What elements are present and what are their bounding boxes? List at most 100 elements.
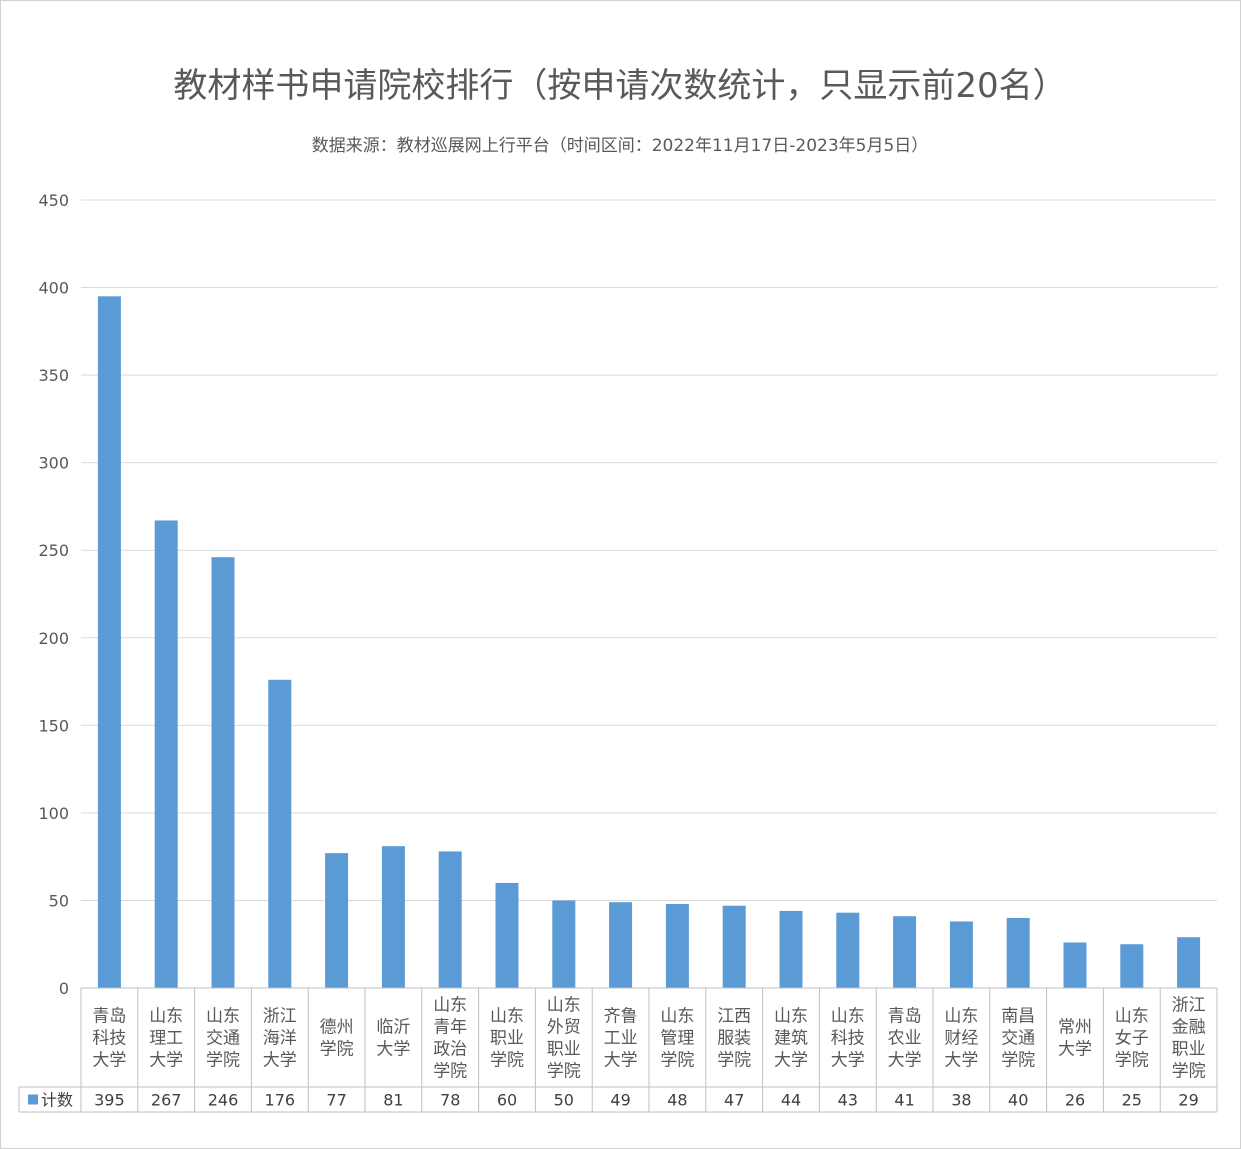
category-label: 科技: [92, 1029, 126, 1049]
category-label: 德州: [320, 1018, 354, 1038]
data-value-label: 29: [1178, 1091, 1198, 1110]
data-value-label: 81: [383, 1091, 403, 1110]
legend-swatch: [28, 1094, 38, 1105]
bar: [97, 296, 121, 988]
category-label: 齐鲁: [604, 1007, 638, 1027]
category-label: 金融: [1172, 1018, 1206, 1038]
bar: [836, 912, 860, 988]
y-axis-ticks: 0 50 100 150 200 250 300 350 400 450: [38, 191, 69, 998]
category-label: 职业: [490, 1029, 524, 1049]
bar: [1063, 942, 1087, 988]
category-label: 女子: [1115, 1029, 1149, 1049]
category-label: 学院: [1115, 1051, 1149, 1071]
category-label: 学院: [547, 1062, 581, 1082]
bar: [381, 846, 405, 988]
category-label: 农业: [888, 1029, 922, 1049]
y-tick-label: 350: [38, 366, 69, 385]
category-label: 服装: [717, 1029, 751, 1049]
category-label: 青岛: [888, 1007, 922, 1027]
data-value-label: 267: [151, 1091, 182, 1110]
category-label: 山东: [831, 1007, 865, 1027]
y-tick-label: 400: [38, 279, 69, 298]
category-label: 山东: [547, 996, 581, 1016]
chart-title: 教材样书申请院校排行（按申请次数统计，只显示前20名）: [173, 66, 1066, 106]
data-value-label: 77: [326, 1091, 346, 1110]
y-tick-label: 250: [38, 541, 69, 560]
y-tick-label: 200: [38, 629, 69, 648]
category-label: 大学: [149, 1051, 183, 1071]
category-label: 科技: [831, 1029, 865, 1049]
category-label: 建筑: [774, 1029, 808, 1049]
bar: [154, 520, 178, 988]
category-label: 大学: [604, 1051, 638, 1071]
category-label: 大学: [1058, 1040, 1092, 1060]
category-label: 学院: [320, 1040, 354, 1060]
legend-label: 计数: [41, 1091, 73, 1110]
bar: [211, 557, 235, 988]
data-value-label: 78: [440, 1091, 460, 1110]
category-label: 外贸: [547, 1018, 581, 1038]
category-label: 交通: [1001, 1029, 1035, 1049]
category-label: 山东: [660, 1007, 694, 1027]
y-tick-label: 300: [38, 454, 69, 473]
bar: [552, 900, 576, 988]
category-label: 青岛: [92, 1007, 126, 1027]
bar: [495, 882, 519, 988]
data-value-label: 26: [1065, 1091, 1085, 1110]
bar: [1177, 937, 1201, 988]
category-label: 财经: [944, 1029, 978, 1049]
category-label: 海洋: [263, 1029, 297, 1049]
data-table: 青岛科技大学山东理工大学山东交通学院浙江海洋大学德州学院临沂大学山东青年政治学院…: [18, 987, 1218, 1113]
data-value-label: 246: [208, 1091, 239, 1110]
category-label: 大学: [774, 1051, 808, 1071]
bar: [1006, 917, 1030, 988]
category-label: 学院: [433, 1062, 467, 1082]
data-value-label: 50: [554, 1091, 574, 1110]
category-label: 山东: [490, 1007, 524, 1027]
bar: [1120, 944, 1144, 988]
gridlines: [81, 199, 1217, 901]
data-value-label: 49: [610, 1091, 630, 1110]
bar: [325, 853, 349, 988]
data-value-label: 38: [951, 1091, 971, 1110]
data-value-label: 41: [894, 1091, 914, 1110]
bars: [97, 296, 1201, 988]
category-label: 常州: [1058, 1018, 1092, 1038]
category-label: 大学: [263, 1051, 297, 1071]
data-value-label: 47: [724, 1091, 744, 1110]
category-label: 交通: [206, 1029, 240, 1049]
bar: [779, 910, 803, 988]
data-value-label: 176: [265, 1091, 296, 1110]
category-label: 政治: [433, 1040, 467, 1060]
chart-subtitle: 数据来源：教材巡展网上行平台（时间区间：2022年11月17日-2023年5月5…: [312, 136, 929, 156]
bar: [949, 921, 973, 988]
y-tick-label: 100: [38, 804, 69, 823]
category-label: 学院: [206, 1051, 240, 1071]
category-label: 山东: [944, 1007, 978, 1027]
category-label: 大学: [376, 1040, 410, 1060]
category-label: 管理: [660, 1029, 694, 1049]
bar: [665, 903, 689, 988]
bar: [268, 679, 292, 988]
category-label: 浙江: [1172, 996, 1206, 1016]
category-label: 山东: [774, 1007, 808, 1027]
category-label: 职业: [547, 1040, 581, 1060]
category-label: 浙江: [263, 1007, 297, 1027]
y-tick-label: 450: [38, 191, 69, 210]
data-value-label: 40: [1008, 1091, 1028, 1110]
y-tick-label: 0: [59, 979, 69, 998]
y-tick-label: 150: [38, 716, 69, 735]
y-tick-label: 50: [49, 891, 69, 910]
category-label: 山东: [206, 1007, 240, 1027]
category-label: 职业: [1172, 1040, 1206, 1060]
category-label: 江西: [717, 1007, 751, 1027]
category-label: 大学: [92, 1051, 126, 1071]
category-label: 临沂: [376, 1018, 410, 1038]
category-label: 山东: [433, 996, 467, 1016]
category-label: 工业: [604, 1029, 638, 1049]
bar: [609, 902, 633, 988]
data-value-label: 43: [838, 1091, 858, 1110]
category-label: 山东: [149, 1007, 183, 1027]
category-label: 学院: [490, 1051, 524, 1071]
